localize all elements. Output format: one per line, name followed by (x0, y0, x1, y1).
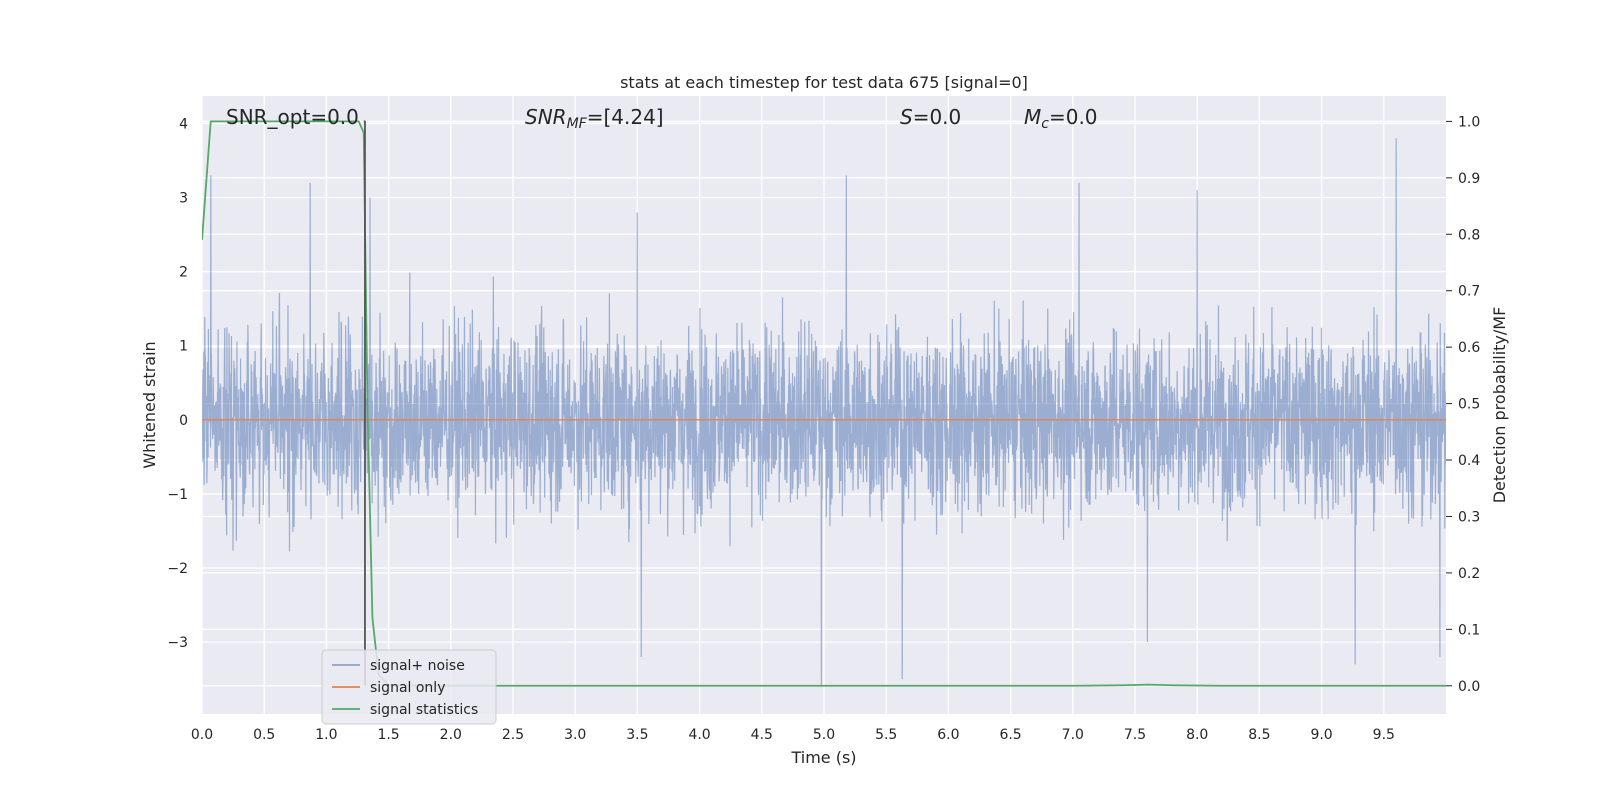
x-tick-label: 0.0 (191, 727, 213, 743)
x-tick-label: 7.5 (1124, 727, 1146, 743)
annotation-symbol: SNR (525, 105, 567, 129)
annotations: SNR_opt=0.0 SNRMF=[4.24] S=0.0 Mc=0.0 (226, 105, 1098, 132)
annotation-text: SNRMF=[4.24] (525, 105, 664, 132)
legend: signal+ noise signal only signal statistic… (321, 649, 497, 725)
series-signal-statistics-line (202, 120, 1446, 687)
axis-ticks: 0.0 0.5 1.0 1.5 2.0 2.5 3.0 3.5 4.0 4.5 5.0 5.5 6.0 6… (167, 114, 1480, 743)
x-tick-label: 9.0 (1310, 727, 1332, 743)
series-step-line (363, 120, 366, 686)
y-right-tick-label: 0.4 (1458, 453, 1480, 469)
x-tick-label: 6.5 (999, 727, 1021, 743)
annotation-text: SNR_opt=0.0 (226, 105, 359, 129)
y-left-tick-label: −1 (167, 487, 188, 503)
annotation-value: =0.0 (913, 105, 962, 129)
annotation-subscript: MF (567, 116, 588, 132)
y-right-tick-label: 0.3 (1458, 509, 1480, 525)
annotation-text: Mc=0.0 (1024, 105, 1098, 132)
x-tick-label: 5.0 (813, 727, 835, 743)
y-left-tick-label: −2 (167, 561, 188, 577)
x-tick-label: 0.5 (253, 727, 275, 743)
legend-entry: signal statistics (370, 702, 478, 718)
chart-title: stats at each timestep for test data 675… (620, 73, 1028, 92)
y-left-tick-label: 2 (179, 265, 188, 281)
y-right-tick-label: 1.0 (1458, 114, 1480, 130)
y-right-tick-label: 0.0 (1458, 679, 1480, 695)
legend-entry: signal+ noise (370, 658, 465, 674)
y-left-tick-label: 0 (179, 413, 188, 429)
y-left-tick-label: 3 (179, 191, 188, 207)
x-tick-label: 8.5 (1248, 727, 1270, 743)
y-left-tick-label: 4 (179, 116, 188, 132)
x-tick-label: 1.0 (315, 727, 337, 743)
annotation-subscript: c (1041, 116, 1049, 132)
x-tick-label: 6.0 (937, 727, 959, 743)
plot-series (202, 120, 1446, 687)
annotation-value: =0.0 (1049, 105, 1098, 129)
y-right-tick-label: 0.6 (1458, 340, 1480, 356)
x-tick-label: 9.5 (1373, 727, 1395, 743)
x-tick-label: 3.5 (626, 727, 648, 743)
annotation-symbol: M (1024, 105, 1041, 129)
y-axis-left-label: Whitened strain (140, 341, 159, 468)
legend-entry: signal only (370, 680, 445, 696)
y-left-tick-label: −3 (167, 635, 188, 651)
x-tick-label: 1.5 (377, 727, 399, 743)
y-right-tick-label: 0.7 (1458, 284, 1480, 300)
x-tick-label: 7.0 (1062, 727, 1084, 743)
series-signal-noise-line (202, 138, 1446, 687)
x-axis-label: Time (s) (790, 748, 856, 767)
x-tick-label: 3.0 (564, 727, 586, 743)
x-tick-label: 8.0 (1186, 727, 1208, 743)
annotation-value: =[4.24] (587, 105, 664, 129)
y-right-tick-label: 0.1 (1458, 622, 1480, 638)
x-tick-label: 4.5 (751, 727, 773, 743)
x-tick-label: 2.5 (502, 727, 524, 743)
x-tick-label: 4.0 (688, 727, 710, 743)
y-left-tick-label: 1 (179, 339, 188, 355)
y-right-tick-label: 0.8 (1458, 227, 1480, 243)
x-tick-label: 5.5 (875, 727, 897, 743)
y-right-tick-label: 0.2 (1458, 566, 1480, 582)
legend-box (321, 649, 497, 725)
y-axis-right-label: Detection probability/MF (1490, 307, 1509, 504)
x-tick-label: 2.0 (440, 727, 462, 743)
y-right-tick-label: 0.5 (1458, 397, 1480, 413)
y-right-tick-label: 0.9 (1458, 171, 1480, 187)
annotation-text: S=0.0 (900, 105, 961, 129)
annotation-symbol: S (900, 105, 913, 129)
